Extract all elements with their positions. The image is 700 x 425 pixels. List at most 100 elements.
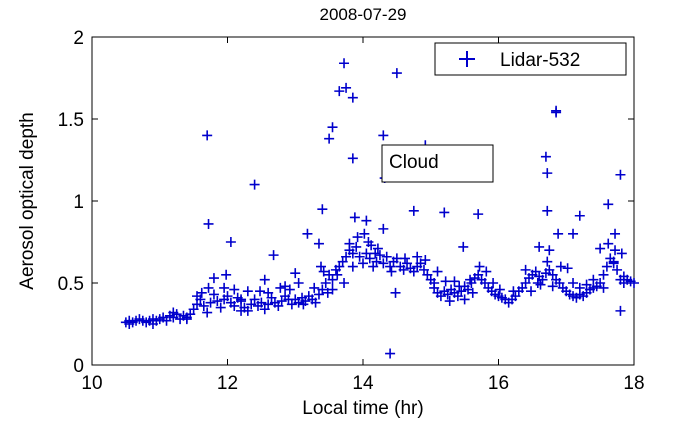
data-point xyxy=(208,273,219,284)
y-axis-label: Aerosol optical depth xyxy=(17,112,38,289)
data-point xyxy=(526,286,537,297)
data-point xyxy=(219,282,230,293)
data-point xyxy=(320,278,331,288)
data-point xyxy=(302,228,313,239)
data-point xyxy=(378,130,389,141)
data-point xyxy=(310,297,321,308)
data-point xyxy=(474,261,485,272)
data-point xyxy=(385,348,396,359)
data-point xyxy=(229,284,240,295)
data-point xyxy=(378,223,389,234)
legend-entry-lidar-532: Lidar-532 xyxy=(500,50,580,71)
data-point xyxy=(551,105,562,116)
data-point xyxy=(390,287,401,298)
x-tick-label: 18 xyxy=(623,373,644,394)
data-point xyxy=(432,266,443,277)
x-axis-label: Local time (hr) xyxy=(302,398,423,419)
data-point xyxy=(198,300,209,311)
data-point xyxy=(361,215,372,226)
data-point xyxy=(574,282,585,293)
data-point xyxy=(351,241,362,252)
data-point xyxy=(449,276,460,287)
data-point xyxy=(339,278,350,288)
data-point xyxy=(568,228,579,239)
data-point xyxy=(562,263,573,274)
data-point xyxy=(374,250,385,261)
data-point xyxy=(615,169,626,180)
data-point xyxy=(359,228,370,239)
data-point xyxy=(568,278,579,288)
data-point xyxy=(347,153,358,164)
data-point xyxy=(398,264,409,275)
data-point xyxy=(473,209,484,220)
data-point xyxy=(181,314,192,325)
y-tick-label: 0 xyxy=(73,356,84,377)
data-point xyxy=(610,245,621,256)
data-point xyxy=(615,305,626,316)
x-tick-label: 10 xyxy=(81,373,102,394)
data-point xyxy=(212,296,223,307)
data-point xyxy=(542,168,553,179)
data-point xyxy=(255,286,266,297)
data-point xyxy=(236,305,247,316)
data-point xyxy=(256,297,267,308)
data-point xyxy=(275,282,286,293)
data-point xyxy=(344,238,355,249)
data-point xyxy=(588,274,599,285)
data-point xyxy=(391,68,402,79)
data-point xyxy=(547,281,558,292)
data-point xyxy=(444,296,455,307)
cloud-annotation-label: Cloud xyxy=(389,152,439,173)
data-point xyxy=(203,282,214,293)
data-point xyxy=(221,269,232,280)
data-point xyxy=(332,269,343,280)
data-point xyxy=(202,307,213,318)
y-axis-ticks: 0 0.5 1 1.5 2 xyxy=(58,28,634,377)
data-point xyxy=(208,289,219,300)
data-point xyxy=(520,264,531,275)
data-point xyxy=(354,251,365,262)
data-point xyxy=(236,294,247,305)
data-point xyxy=(313,238,324,249)
data-point xyxy=(465,274,476,285)
data-point xyxy=(454,281,465,292)
data-point xyxy=(317,204,328,215)
scatter-series xyxy=(120,58,639,359)
data-point xyxy=(147,319,158,329)
x-tick-label: 14 xyxy=(352,373,374,394)
data-point xyxy=(268,250,279,261)
data-point xyxy=(339,58,350,69)
data-point xyxy=(202,130,213,141)
data-point xyxy=(542,205,553,216)
data-point xyxy=(370,248,381,259)
data-point xyxy=(595,243,606,254)
data-point xyxy=(124,319,135,329)
data-point xyxy=(420,255,431,266)
legend: Lidar-532 xyxy=(434,42,627,76)
data-point xyxy=(242,286,253,297)
data-point xyxy=(439,207,450,218)
data-point xyxy=(280,281,291,292)
x-tick-label: 12 xyxy=(217,373,238,394)
data-point xyxy=(168,307,179,318)
data-point xyxy=(440,276,451,287)
data-point xyxy=(481,266,492,277)
x-axis-ticks: 10 12 14 16 18 xyxy=(81,37,645,394)
y-tick-label: 2 xyxy=(73,28,84,49)
y-tick-label: 1 xyxy=(73,192,84,213)
data-point xyxy=(309,282,320,293)
data-point xyxy=(334,86,345,97)
data-point xyxy=(467,287,478,298)
data-point xyxy=(215,302,226,313)
legend-marker xyxy=(459,51,475,67)
data-point xyxy=(542,256,553,267)
cloud-annotation: Cloud xyxy=(381,144,494,183)
data-point xyxy=(347,92,358,103)
data-point xyxy=(412,251,423,262)
data-point xyxy=(610,228,621,239)
data-point xyxy=(327,122,338,133)
data-point xyxy=(458,241,469,252)
data-point xyxy=(205,297,216,308)
y-tick-label: 1.5 xyxy=(58,110,84,131)
